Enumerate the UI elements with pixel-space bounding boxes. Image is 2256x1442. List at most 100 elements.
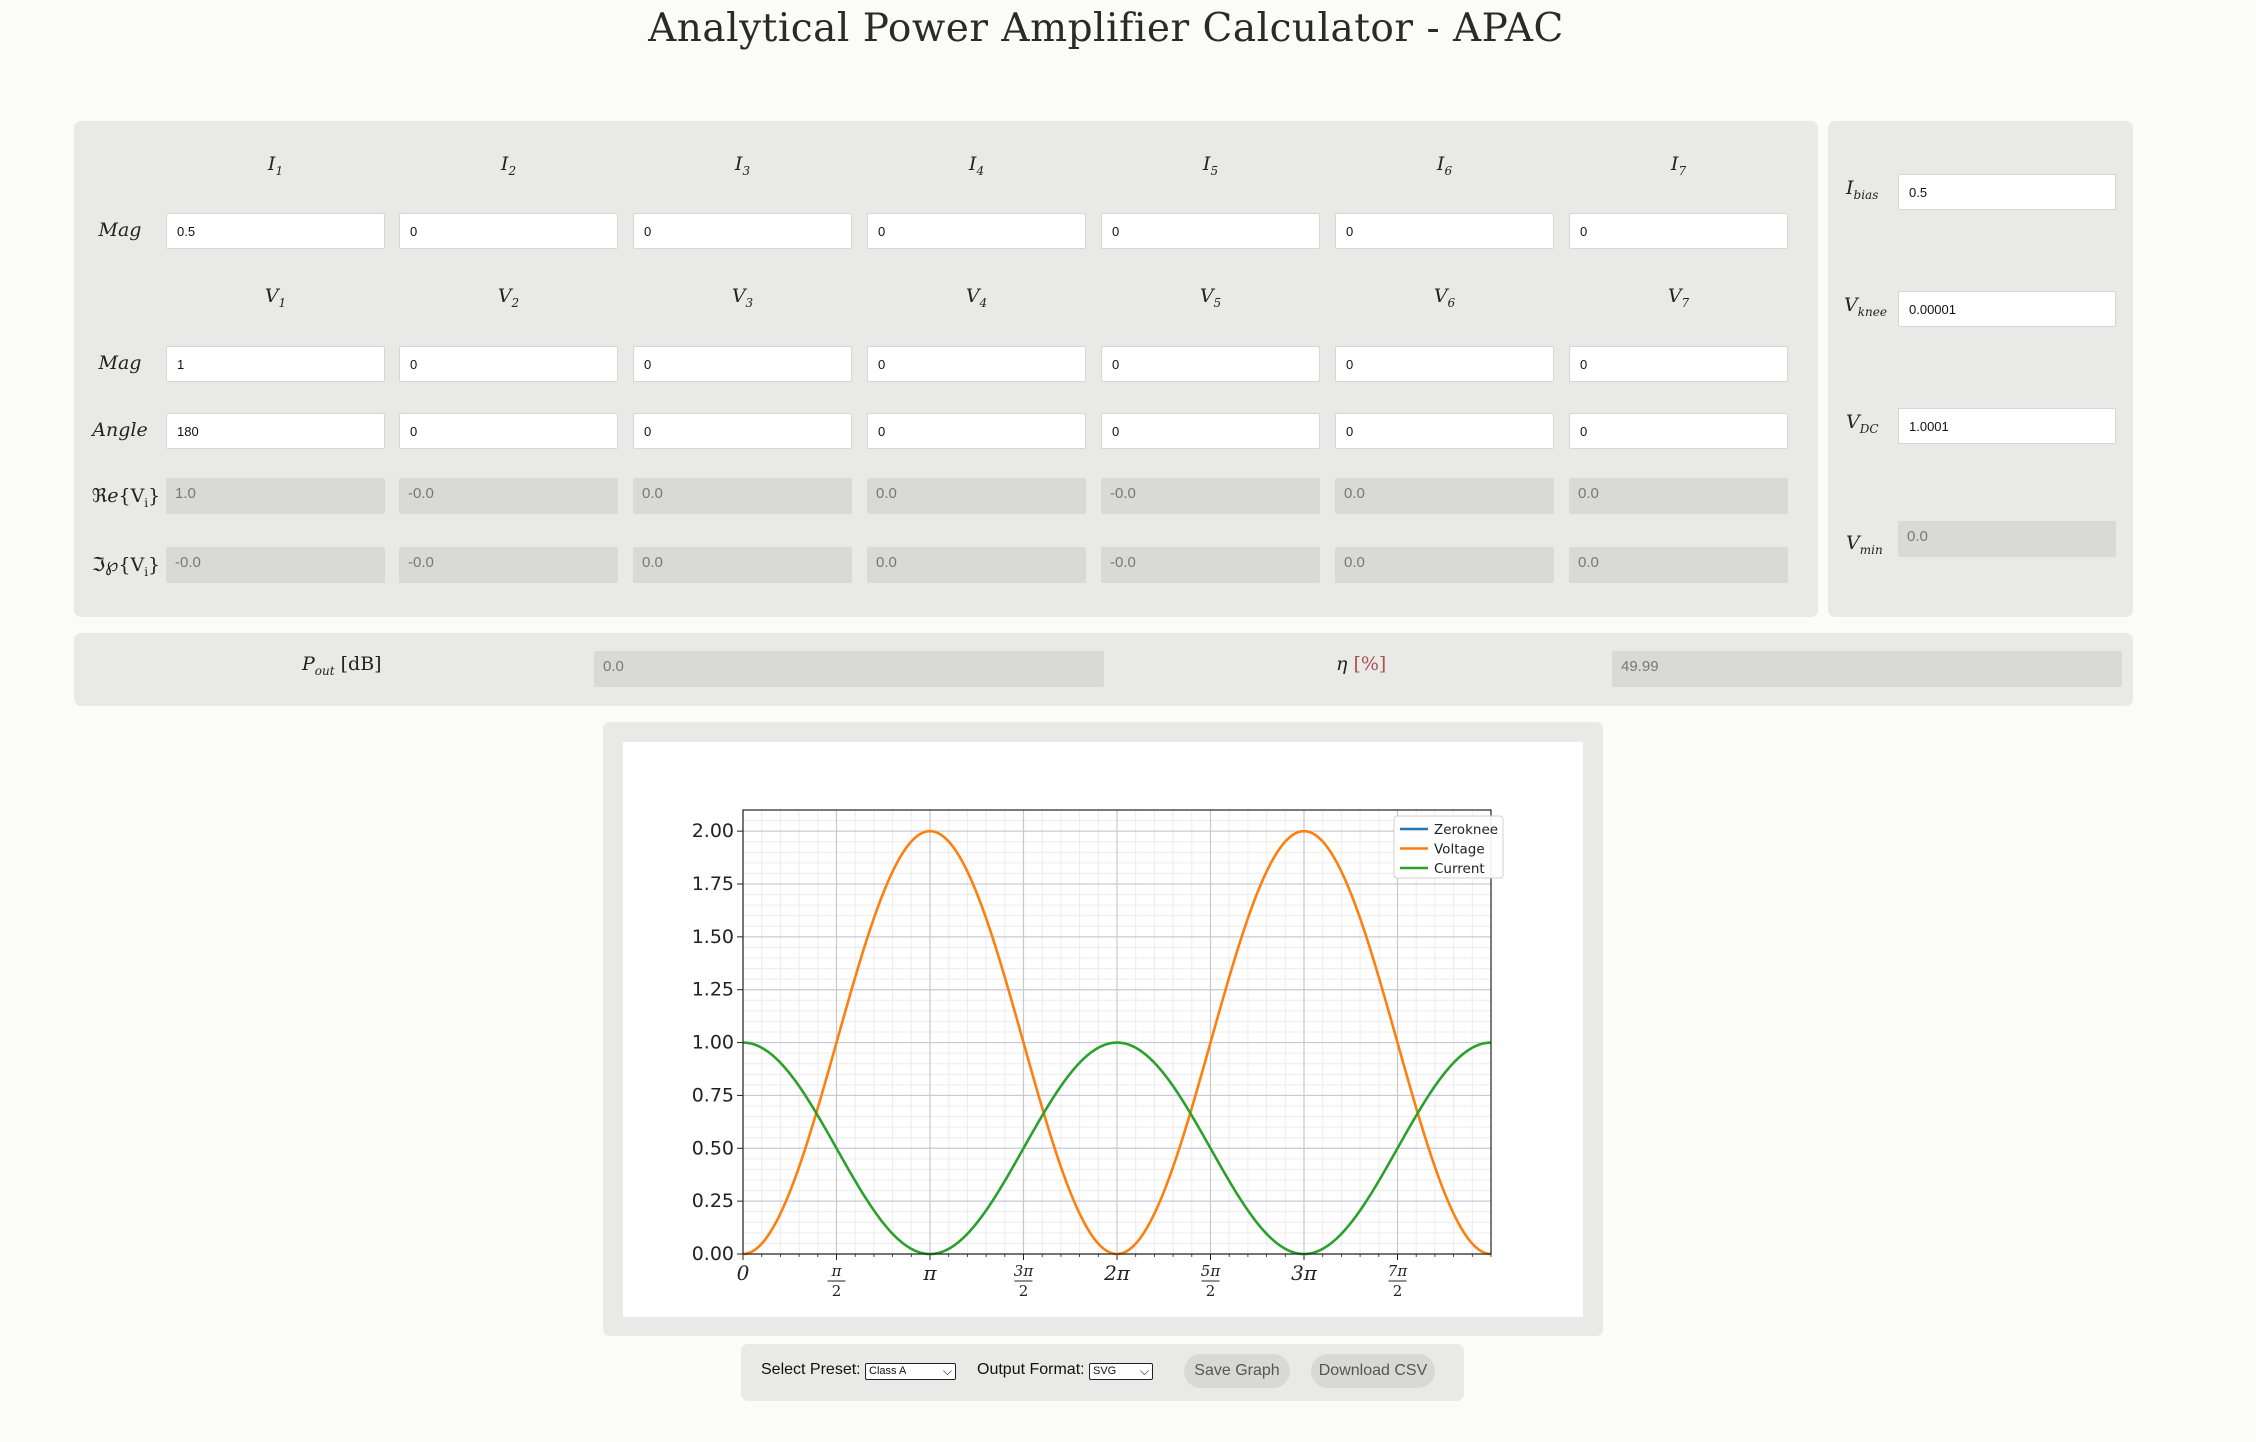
re-v-6-output: 0.0 [1335, 478, 1554, 514]
current-4-mag-input[interactable] [867, 213, 1086, 249]
re-v-3-output: 0.0 [633, 478, 852, 514]
voltage-5-angle-input[interactable] [1101, 413, 1320, 449]
controls-bar: Select Preset: Class A ⌵ Output Format: … [741, 1344, 1464, 1401]
voltage-6-header: V6 [1433, 285, 1456, 310]
vknee-input[interactable] [1898, 291, 2116, 327]
voltage-6-mag-input[interactable] [1335, 346, 1554, 382]
graph-container: 0.00 0.25 0.50 0.75 1.00 1.25 1.50 1.75 2.00 0 π 2 π… [623, 742, 1583, 1317]
vmin-label: Vmin [1846, 532, 1883, 557]
current-4-header: I4 [968, 153, 985, 178]
re-v-4-output: 0.0 [867, 478, 1086, 514]
x-tick-label-denominator: 2 [1393, 1282, 1403, 1300]
current-1-mag-input[interactable] [166, 213, 385, 249]
x-tick-label: 3π [1291, 1261, 1318, 1285]
ibias-input[interactable] [1898, 174, 2116, 210]
download-csv-button[interactable]: Download CSV [1311, 1354, 1435, 1388]
re-v-7-output: 0.0 [1569, 478, 1788, 514]
current-mag-label: Mag [98, 219, 142, 241]
x-tick-label-numerator: 7π [1388, 1262, 1409, 1280]
im-v-label: ℑ℘{Vi} [91, 554, 161, 579]
im-v-3-output: 0.0 [633, 547, 852, 583]
im-v-4-output: 0.0 [867, 547, 1086, 583]
plot-frame [742, 809, 1492, 1255]
efficiency-label: η [%] [1336, 653, 1387, 675]
voltage-2-mag-input[interactable] [399, 346, 618, 382]
voltage-3-angle-input[interactable] [633, 413, 852, 449]
current-2-header: I2 [500, 153, 517, 178]
voltage-5-header: V5 [1199, 285, 1222, 310]
re-v-5-output: -0.0 [1101, 478, 1320, 514]
x-tick-label-numerator: π [831, 1262, 843, 1280]
re-v-label: ℜℯ{Vi} [91, 485, 161, 510]
harmonics-panel: I1 I2 I3 I4 I5 I6 I7 Mag V1 V2 V3 V4 V5 V6 V7 Mag Angle ℜ… [74, 121, 1818, 617]
vdc-label: VDC [1846, 411, 1879, 436]
format-label: Output Format: [977, 1361, 1085, 1378]
voltage-7-angle-input[interactable] [1569, 413, 1788, 449]
re-v-2-output: -0.0 [399, 478, 618, 514]
voltage-4-angle-input[interactable] [867, 413, 1086, 449]
re-v-1-output: 1.0 [166, 478, 385, 514]
voltage-5-mag-input[interactable] [1101, 346, 1320, 382]
voltage-mag-label: Mag [98, 352, 142, 374]
current-5-header: I5 [1202, 153, 1219, 178]
pout-label: Pout [dB] [302, 653, 382, 678]
current-3-mag-input[interactable] [633, 213, 852, 249]
current-7-mag-input[interactable] [1569, 213, 1788, 249]
graph-panel: 0.00 0.25 0.50 0.75 1.00 1.25 1.50 1.75 2.00 0 π 2 π… [603, 722, 1603, 1336]
results-panel: Pout [dB] 0.0 η [%] 49.99 [74, 633, 2133, 706]
im-v-6-output: 0.0 [1335, 547, 1554, 583]
x-tick-label-denominator: 2 [1206, 1282, 1216, 1300]
voltage-1-mag-input[interactable] [166, 346, 385, 382]
voltage-4-mag-input[interactable] [867, 346, 1086, 382]
series-current-line [742, 1041, 1492, 1256]
current-3-header: I3 [734, 153, 751, 178]
voltage-2-header: V2 [497, 285, 520, 310]
current-6-header: I6 [1436, 153, 1453, 178]
im-v-1-output: -0.0 [166, 547, 385, 583]
format-select[interactable]: SVG ⌵ [1089, 1363, 1153, 1380]
current-1-header: I1 [267, 153, 284, 178]
preset-label: Select Preset: [761, 1361, 861, 1378]
voltage-7-header: V7 [1667, 285, 1690, 310]
x-tick-label-numerator: 5π [1201, 1262, 1222, 1280]
waveform-chart: 0.000.250.500.751.001.251.501.752.000 π2π… [692, 809, 1504, 1300]
pout-output: 0.0 [594, 651, 1104, 687]
current-6-mag-input[interactable] [1335, 213, 1554, 249]
voltage-7-mag-input[interactable] [1569, 346, 1788, 382]
efficiency-output: 49.99 [1612, 651, 2122, 687]
x-tick-label-numerator: 3π [1014, 1262, 1035, 1280]
voltage-4-header: V4 [965, 285, 988, 310]
y-tick-label: 1.50 [692, 926, 734, 948]
im-v-5-output: -0.0 [1101, 547, 1320, 583]
y-tick-label: 1.00 [692, 1032, 734, 1054]
legend-label-voltage: Voltage [1434, 842, 1485, 858]
current-2-mag-input[interactable] [399, 213, 618, 249]
x-tick-label-denominator: 2 [1019, 1282, 1029, 1300]
y-tick-label: 0.75 [692, 1084, 734, 1106]
x-tick-label: 0 [737, 1261, 750, 1285]
dc-parameters-panel: Ibias Vknee VDC Vmin 0.0 [1828, 121, 2133, 617]
im-v-7-output: 0.0 [1569, 547, 1788, 583]
voltage-6-angle-input[interactable] [1335, 413, 1554, 449]
x-tick-label: π [922, 1261, 937, 1285]
vdc-input[interactable] [1898, 408, 2116, 444]
preset-select[interactable]: Class A ⌵ [865, 1363, 956, 1380]
y-tick-label: 0.25 [692, 1190, 734, 1212]
voltage-2-angle-input[interactable] [399, 413, 618, 449]
save-graph-button[interactable]: Save Graph [1184, 1354, 1290, 1388]
y-tick-label: 1.75 [692, 873, 734, 895]
vknee-label: Vknee [1844, 294, 1887, 319]
y-tick-label: 0.50 [692, 1137, 734, 1159]
current-7-header: I7 [1670, 153, 1687, 178]
preset-select-value: Class A [869, 1365, 907, 1377]
voltage-angle-label: Angle [92, 419, 148, 441]
current-5-mag-input[interactable] [1101, 213, 1320, 249]
voltage-1-angle-input[interactable] [166, 413, 385, 449]
legend-label-zeroknee: Zeroknee [1434, 822, 1498, 838]
ibias-label: Ibias [1846, 177, 1879, 202]
voltage-3-header: V3 [731, 285, 754, 310]
chevron-down-icon: ⌵ [942, 1364, 952, 1378]
voltage-3-mag-input[interactable] [633, 346, 852, 382]
im-v-2-output: -0.0 [399, 547, 618, 583]
chevron-down-icon: ⌵ [1139, 1364, 1149, 1378]
